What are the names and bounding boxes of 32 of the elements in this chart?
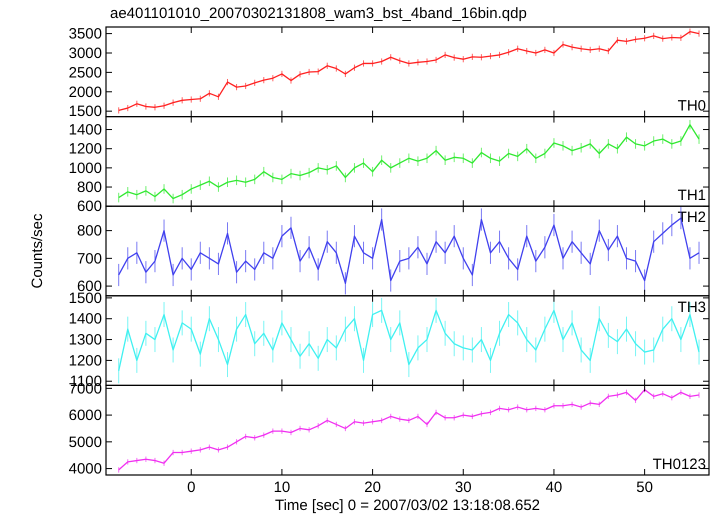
chart-title: ae401101010_20070302131808_wam3_bst_4band_16bin.qdp <box>110 5 527 22</box>
y-tick-label: 800 <box>76 222 102 240</box>
y-tick-label: 1200 <box>68 352 102 370</box>
y-tick-label: 2500 <box>68 64 102 82</box>
y-tick-label: 1300 <box>68 332 102 349</box>
y-tick-label: 700 <box>76 250 102 268</box>
y-tick-label: 800 <box>76 179 102 196</box>
y-tick-label: 1200 <box>68 140 102 158</box>
y-tick-label: 600 <box>76 198 102 216</box>
y-axis-title: Counts/sec <box>29 212 46 289</box>
y-tick-label: 3000 <box>68 44 102 62</box>
y-tick-label: 5000 <box>68 434 102 451</box>
y-tick-label: 1500 <box>68 103 102 120</box>
x-tick-label: 40 <box>546 479 562 496</box>
y-tick-label: 4000 <box>68 460 102 478</box>
y-tick-label: 1400 <box>68 122 102 139</box>
y-tick-label: 2000 <box>68 84 102 101</box>
series-label: TH2 <box>678 209 706 226</box>
y-tick-label: 1000 <box>68 160 102 177</box>
series-label: TH3 <box>678 298 706 316</box>
y-tick-label: 1400 <box>68 310 102 328</box>
text: TH0123 <box>652 456 706 473</box>
y-tick-label: 6000 <box>68 407 102 424</box>
x-tick-label: 50 <box>636 479 653 496</box>
x-tick-label: 30 <box>454 479 472 496</box>
x-axis-title: Time [sec] 0 = 2007/03/02 13:18:08.652 <box>274 497 540 514</box>
x-tick-label: 0 <box>187 479 196 496</box>
x-tick-label: 20 <box>364 479 381 496</box>
text: TH1 <box>678 187 706 204</box>
text: TH0 <box>678 98 706 115</box>
y-tick-label: 3500 <box>68 26 102 43</box>
x-tick-label: 10 <box>274 479 290 496</box>
